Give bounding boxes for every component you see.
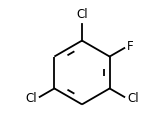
Text: Cl: Cl <box>76 8 88 21</box>
Text: Cl: Cl <box>127 92 139 105</box>
Text: Cl: Cl <box>25 92 37 105</box>
Text: F: F <box>127 40 133 53</box>
